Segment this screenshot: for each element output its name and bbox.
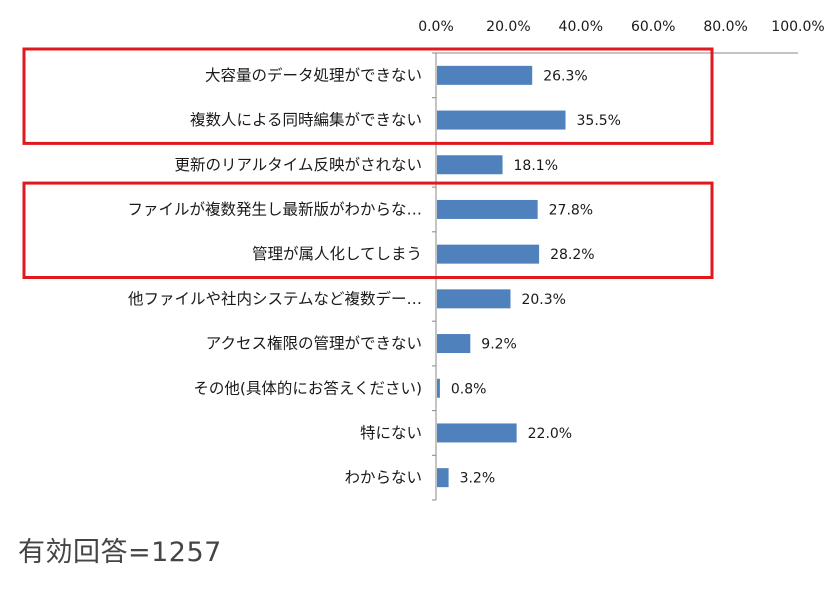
x-tick-label: 100.0% xyxy=(771,19,824,35)
bar xyxy=(437,110,566,130)
x-axis-ticks: 0.0% 20.0% 40.0% 60.0% 80.0% 100.0% xyxy=(418,19,824,35)
x-tick-label: 40.0% xyxy=(559,19,603,35)
x-tick-label: 80.0% xyxy=(703,19,747,35)
bar xyxy=(437,468,449,488)
category-label: アクセス権限の管理ができない xyxy=(206,335,422,353)
data-label: 26.3% xyxy=(543,68,587,84)
category-label: 更新のリアルタイム反映がされない xyxy=(174,156,422,174)
bar xyxy=(437,155,503,175)
data-label: 18.1% xyxy=(514,158,558,174)
bar xyxy=(437,423,517,443)
bar xyxy=(437,334,471,354)
category-label: 複数人による同時編集ができない xyxy=(190,111,422,129)
data-label: 0.8% xyxy=(451,381,487,397)
x-tick-label: 20.0% xyxy=(486,19,530,35)
category-label: 管理が属人化してしまう xyxy=(252,245,422,263)
bar xyxy=(437,378,440,398)
data-label: 22.0% xyxy=(528,426,572,442)
response-count: 有効回答=1257 xyxy=(18,537,222,568)
data-label: 27.8% xyxy=(549,202,593,218)
data-label: 28.2% xyxy=(550,247,594,263)
highlight-box xyxy=(22,181,714,280)
highlight-boxes xyxy=(22,47,714,280)
category-label: わからない xyxy=(344,469,422,487)
data-label: 35.5% xyxy=(577,113,621,129)
bar xyxy=(437,199,538,219)
x-tick-label: 0.0% xyxy=(418,19,454,35)
data-label: 20.3% xyxy=(521,292,565,308)
category-label: ファイルが複数発生し最新版がわからな… xyxy=(127,200,422,218)
data-label: 3.2% xyxy=(460,471,496,487)
bar xyxy=(437,244,540,264)
bar xyxy=(437,65,533,85)
category-label: 特にない xyxy=(360,424,422,442)
bar xyxy=(437,289,511,309)
category-label: 大容量のデータ処理ができない xyxy=(205,65,422,84)
bars-group: 大容量のデータ処理ができない 26.3% 複数人による同時編集ができない 35.5% 更… xyxy=(127,52,621,501)
category-label: 他ファイルや社内システムなど複数デー… xyxy=(128,289,422,308)
category-label: その他(具体的にお答えください) xyxy=(193,379,422,397)
data-label: 9.2% xyxy=(481,337,517,353)
highlight-box xyxy=(22,47,714,145)
x-tick-label: 60.0% xyxy=(631,19,675,35)
